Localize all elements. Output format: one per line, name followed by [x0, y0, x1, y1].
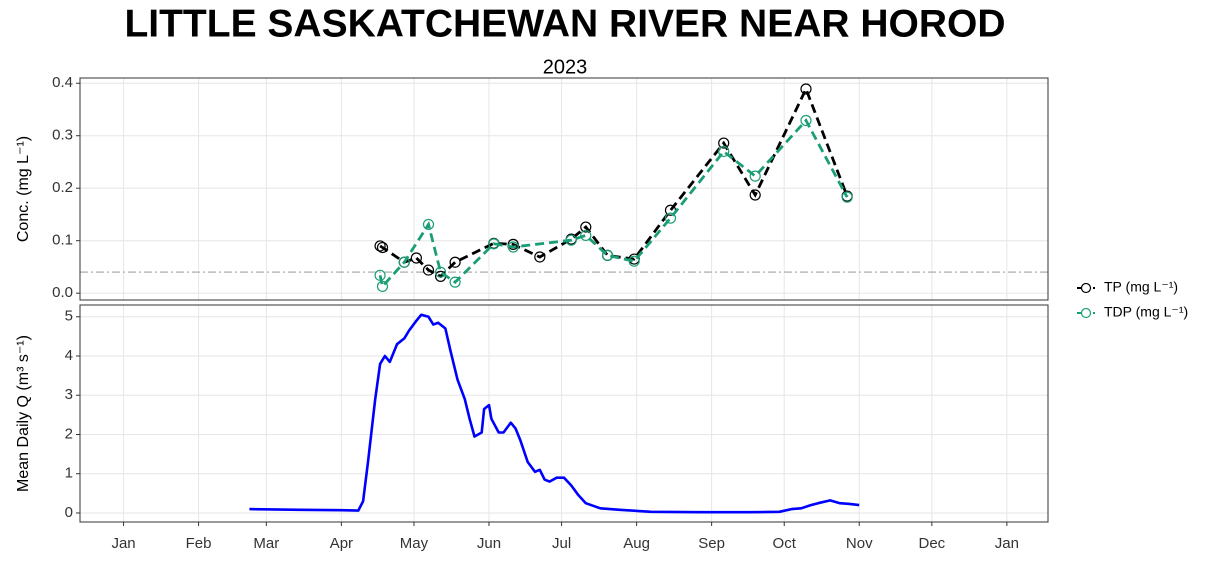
legend-label: TDP (mg L⁻¹) — [1104, 304, 1188, 320]
data-point — [398, 256, 410, 268]
data-point — [376, 280, 389, 292]
data-point — [664, 212, 677, 224]
data-point — [749, 170, 761, 182]
y-tick-label: 3 — [65, 386, 73, 403]
legend-label: TP (mg L⁻¹) — [1104, 279, 1178, 295]
y-tick-label: 0 — [65, 504, 73, 521]
x-tick-label: May — [400, 535, 429, 552]
y-axis-label: Conc. (mg L⁻¹) — [15, 136, 32, 242]
legend-marker — [1080, 282, 1092, 294]
y-axis-label: Mean Daily Q (m³ s⁻¹) — [15, 335, 32, 492]
panel — [80, 305, 1048, 522]
data-point — [422, 264, 435, 276]
data-point — [718, 137, 730, 149]
data-point — [434, 266, 447, 278]
y-tick-label: 0.2 — [52, 179, 73, 196]
x-tick-label: Jun — [477, 535, 501, 552]
series-line — [379, 85, 849, 279]
x-tick-label: Jan — [111, 535, 135, 552]
data-point — [449, 256, 461, 268]
panel-border — [79, 304, 1049, 523]
data-point — [507, 241, 519, 253]
y-tick-label: 0.1 — [52, 232, 73, 249]
y-tick-label: 4 — [65, 347, 73, 364]
data-point — [718, 145, 730, 158]
x-tick-label: Sep — [698, 535, 725, 552]
data-point — [800, 83, 812, 95]
data-point — [534, 251, 546, 263]
y-tick-label: 5 — [65, 308, 73, 325]
panel — [80, 78, 1048, 300]
x-tick-label: Aug — [623, 535, 650, 552]
panel-border — [79, 77, 1049, 301]
x-tick-label: Dec — [918, 535, 945, 552]
y-tick-label: 0.0 — [52, 284, 73, 301]
data-point — [374, 240, 386, 252]
data-point — [422, 218, 435, 231]
y-tick-label: 0.3 — [52, 127, 73, 144]
x-tick-label: Jul — [552, 535, 571, 552]
flow-line — [249, 313, 860, 514]
data-point — [628, 255, 640, 267]
data-point — [800, 114, 812, 127]
x-tick-label: Nov — [846, 535, 873, 552]
x-tick-label: Mar — [253, 535, 279, 552]
data-point — [601, 249, 614, 261]
data-point — [449, 276, 461, 288]
data-point — [488, 238, 500, 250]
data-point — [841, 191, 853, 203]
x-tick-label: Oct — [773, 535, 797, 552]
data-point — [374, 269, 386, 281]
legend-marker — [1080, 307, 1092, 319]
x-tick-label: Feb — [186, 535, 212, 552]
x-tick-label: Apr — [330, 535, 353, 552]
data-point — [580, 229, 592, 242]
y-tick-label: 2 — [65, 425, 73, 442]
chart-subtitle: 2023 — [543, 56, 588, 78]
x-tick-label: Jan — [995, 535, 1019, 552]
data-point — [376, 241, 389, 254]
data-point — [580, 221, 592, 233]
data-point — [749, 189, 761, 201]
y-tick-label: 1 — [65, 465, 73, 482]
chart-title: LITTLE SASKATCHEWAN RIVER NEAR HOROD — [124, 2, 1005, 45]
data-point — [410, 252, 422, 264]
y-tick-label: 0.4 — [52, 74, 73, 91]
data-point — [565, 234, 577, 246]
data-point — [507, 238, 519, 250]
series-line — [378, 118, 849, 290]
